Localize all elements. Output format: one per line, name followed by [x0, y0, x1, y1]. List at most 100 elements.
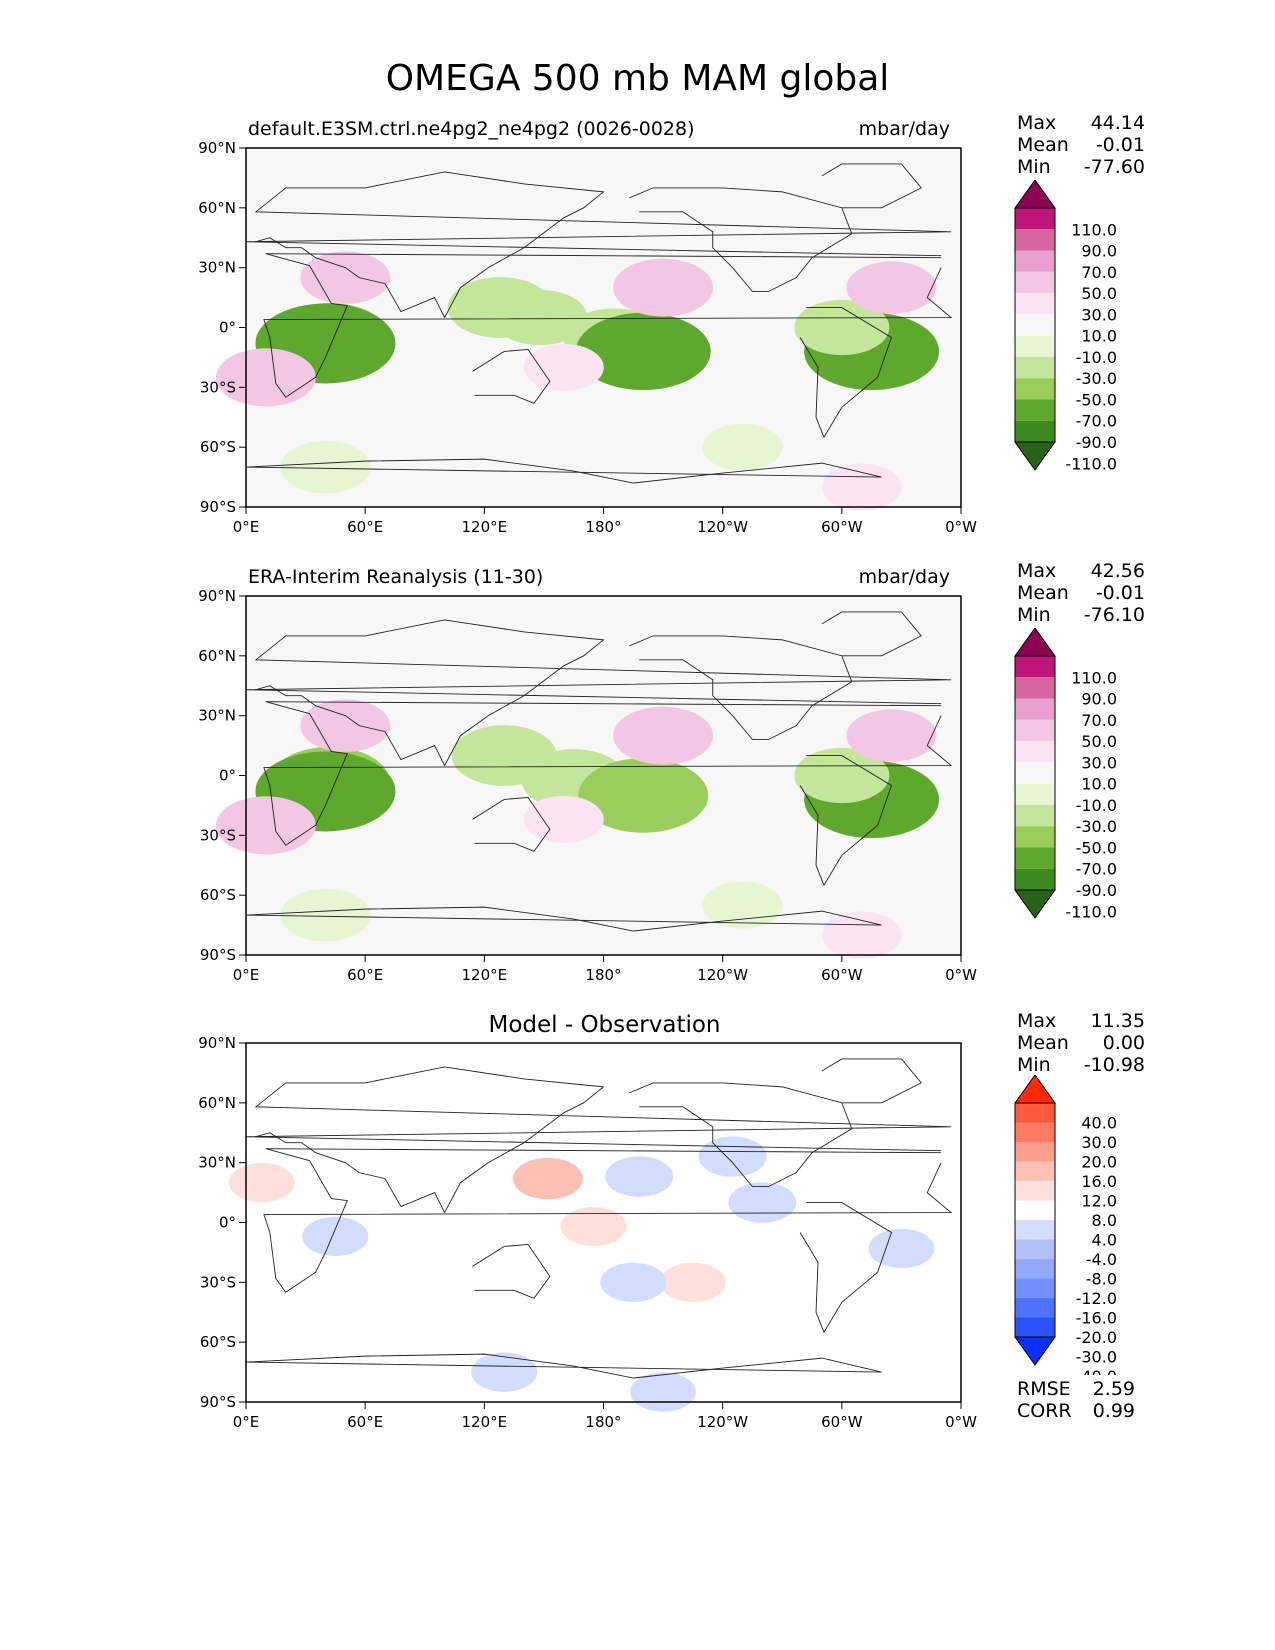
y-tick-label: 30°N: [198, 259, 236, 277]
y-tick-label: 0°: [219, 319, 236, 337]
stat-min-value: -76.10: [1083, 604, 1145, 626]
x-tick-label: 60°E: [347, 1413, 383, 1431]
contour-region-7: [728, 1182, 797, 1223]
panel3-title: Model - Observation: [488, 1012, 721, 1038]
figure-title: OMEGA 500 mb MAM global: [385, 58, 890, 99]
y-tick-label: 90°S: [200, 1393, 236, 1411]
contour-region-1: [605, 1156, 674, 1197]
colorbar-band: [1015, 783, 1055, 805]
contour-region-9: [523, 795, 604, 843]
contour-region-11: [868, 1228, 935, 1269]
stat-mean-label: Mean: [1017, 134, 1069, 156]
rmse-value: 2.59: [1092, 1378, 1135, 1400]
colorbar-band: [1015, 1317, 1055, 1337]
colorbar-extend-top: [1014, 180, 1056, 209]
colorbar-tick-label: -110.0: [1065, 454, 1117, 473]
panel1-left-title: default.E3SM.ctrl.ne4pg2_ne4pg2 (0026-00…: [248, 118, 695, 140]
colorbar-tick-label: 50.0: [1081, 284, 1117, 303]
colorbar-band: [1015, 356, 1055, 379]
colorbar-extend-top: [1014, 1075, 1056, 1104]
coastline-2: [472, 796, 551, 852]
colorbar-band: [1015, 1142, 1055, 1162]
y-tick-label: 60°N: [198, 199, 236, 217]
coastline-2: [472, 1243, 551, 1299]
x-tick-label: 60°E: [347, 518, 383, 536]
colorbar-band: [1015, 1122, 1055, 1142]
coastline-6: [245, 1353, 882, 1379]
panel2-units: mbar/day: [858, 566, 950, 588]
colorbar-tick-label: -90.0: [1076, 881, 1117, 900]
stat-min-label: Min: [1017, 1054, 1051, 1076]
stat-min-label: Min: [1017, 604, 1051, 626]
colorbar-band: [1015, 1220, 1055, 1240]
colorbar-tick-label: -8.0: [1086, 1270, 1117, 1289]
contour-region-14: [821, 911, 902, 959]
y-tick-label: 60°S: [200, 438, 236, 456]
y-tick-label: 30°S: [200, 378, 236, 396]
panel1-stats: Max 44.14 Mean -0.01 Min -77.60: [1017, 112, 1145, 178]
x-tick-label: 180°: [585, 966, 621, 984]
y-tick-label: 90°N: [198, 1034, 236, 1052]
colorbar-band: [1015, 741, 1055, 763]
coastline-0: [263, 253, 953, 398]
stat-mean-value: 0.00: [1102, 1032, 1145, 1054]
contour-region-4: [578, 758, 709, 833]
colorbar-band: [1015, 293, 1055, 315]
colorbar-tick-label: 12.0: [1081, 1192, 1117, 1211]
stat-max-label: Max: [1017, 560, 1057, 582]
contour-region-12: [280, 888, 371, 942]
x-tick-label: 0°W: [945, 966, 977, 984]
contour-region-14: [702, 423, 783, 471]
contour-region-3: [228, 1162, 295, 1203]
colorbar-band: [1015, 677, 1055, 699]
colorbar-band: [1015, 868, 1055, 890]
rmse-label: RMSE: [1017, 1378, 1071, 1400]
colorbar-tick-label: -4.0: [1086, 1250, 1117, 1269]
colorbar-tick-label: 30.0: [1081, 1133, 1117, 1152]
y-tick-label: 60°S: [200, 1333, 236, 1351]
contour-region-7: [794, 299, 890, 356]
colorbar-band: [1015, 719, 1055, 742]
x-tick-label: 120°W: [697, 1413, 748, 1431]
colorbar-frame: [1014, 1102, 1056, 1338]
colorbar-tick-label: -12.0: [1076, 1289, 1117, 1308]
x-tick-label: 60°W: [821, 518, 863, 536]
colorbar-extend-bottom: [1014, 441, 1056, 471]
contour-region-15: [821, 463, 902, 511]
y-tick-label: 30°S: [200, 1273, 236, 1291]
map-panel-test: 0°E 60°E 120°E 180° 120°W 60°W 0°W 90°N 60°N 30°N…: [198, 139, 977, 536]
colorbar-band: [1015, 314, 1055, 336]
x-tick-label: 120°W: [697, 966, 748, 984]
coastline-3: [629, 187, 853, 293]
x-tick-label: 0°W: [945, 518, 977, 536]
colorbar-tick-label: 4.0: [1092, 1231, 1117, 1250]
stat-mean-label: Mean: [1017, 582, 1069, 604]
colorbar-tick-label: 30.0: [1081, 753, 1117, 772]
x-tick-label: 120°W: [697, 518, 748, 536]
coastline-4: [799, 755, 893, 887]
contour-region-9: [630, 1372, 697, 1412]
x-tick-label: 180°: [585, 1413, 621, 1431]
colorbar-tick-label: 90.0: [1081, 242, 1117, 261]
stat-mean-value: -0.01: [1095, 582, 1145, 604]
contour-region-10: [613, 706, 714, 765]
contour-region-8: [215, 796, 316, 855]
colorbar-band: [1015, 1278, 1055, 1298]
coastline-1: [245, 171, 952, 319]
panel2-stats: Max 42.56 Mean -0.01 Min -76.10: [1017, 560, 1145, 626]
stat-max-value: 11.35: [1090, 1010, 1145, 1032]
colorbar-band: [1015, 762, 1055, 784]
y-tick-label: 60°N: [198, 1094, 236, 1112]
x-tick-label: 60°W: [821, 1413, 863, 1431]
colorbar-band: [1015, 1298, 1055, 1318]
contour-region-9: [215, 348, 316, 407]
colorbar-tick-label: -90.0: [1076, 433, 1117, 452]
contour-region-7: [300, 699, 391, 752]
x-tick-label: 120°E: [462, 966, 508, 984]
x-tick-label: 0°E: [233, 518, 260, 536]
colorbar-tick-label: -16.0: [1076, 1309, 1117, 1328]
coastline-6: [245, 906, 882, 932]
colorbar-tick-label: 110.0: [1071, 220, 1117, 239]
contour-region-8: [300, 251, 391, 304]
colorbar-tick-label: -50.0: [1076, 390, 1117, 409]
